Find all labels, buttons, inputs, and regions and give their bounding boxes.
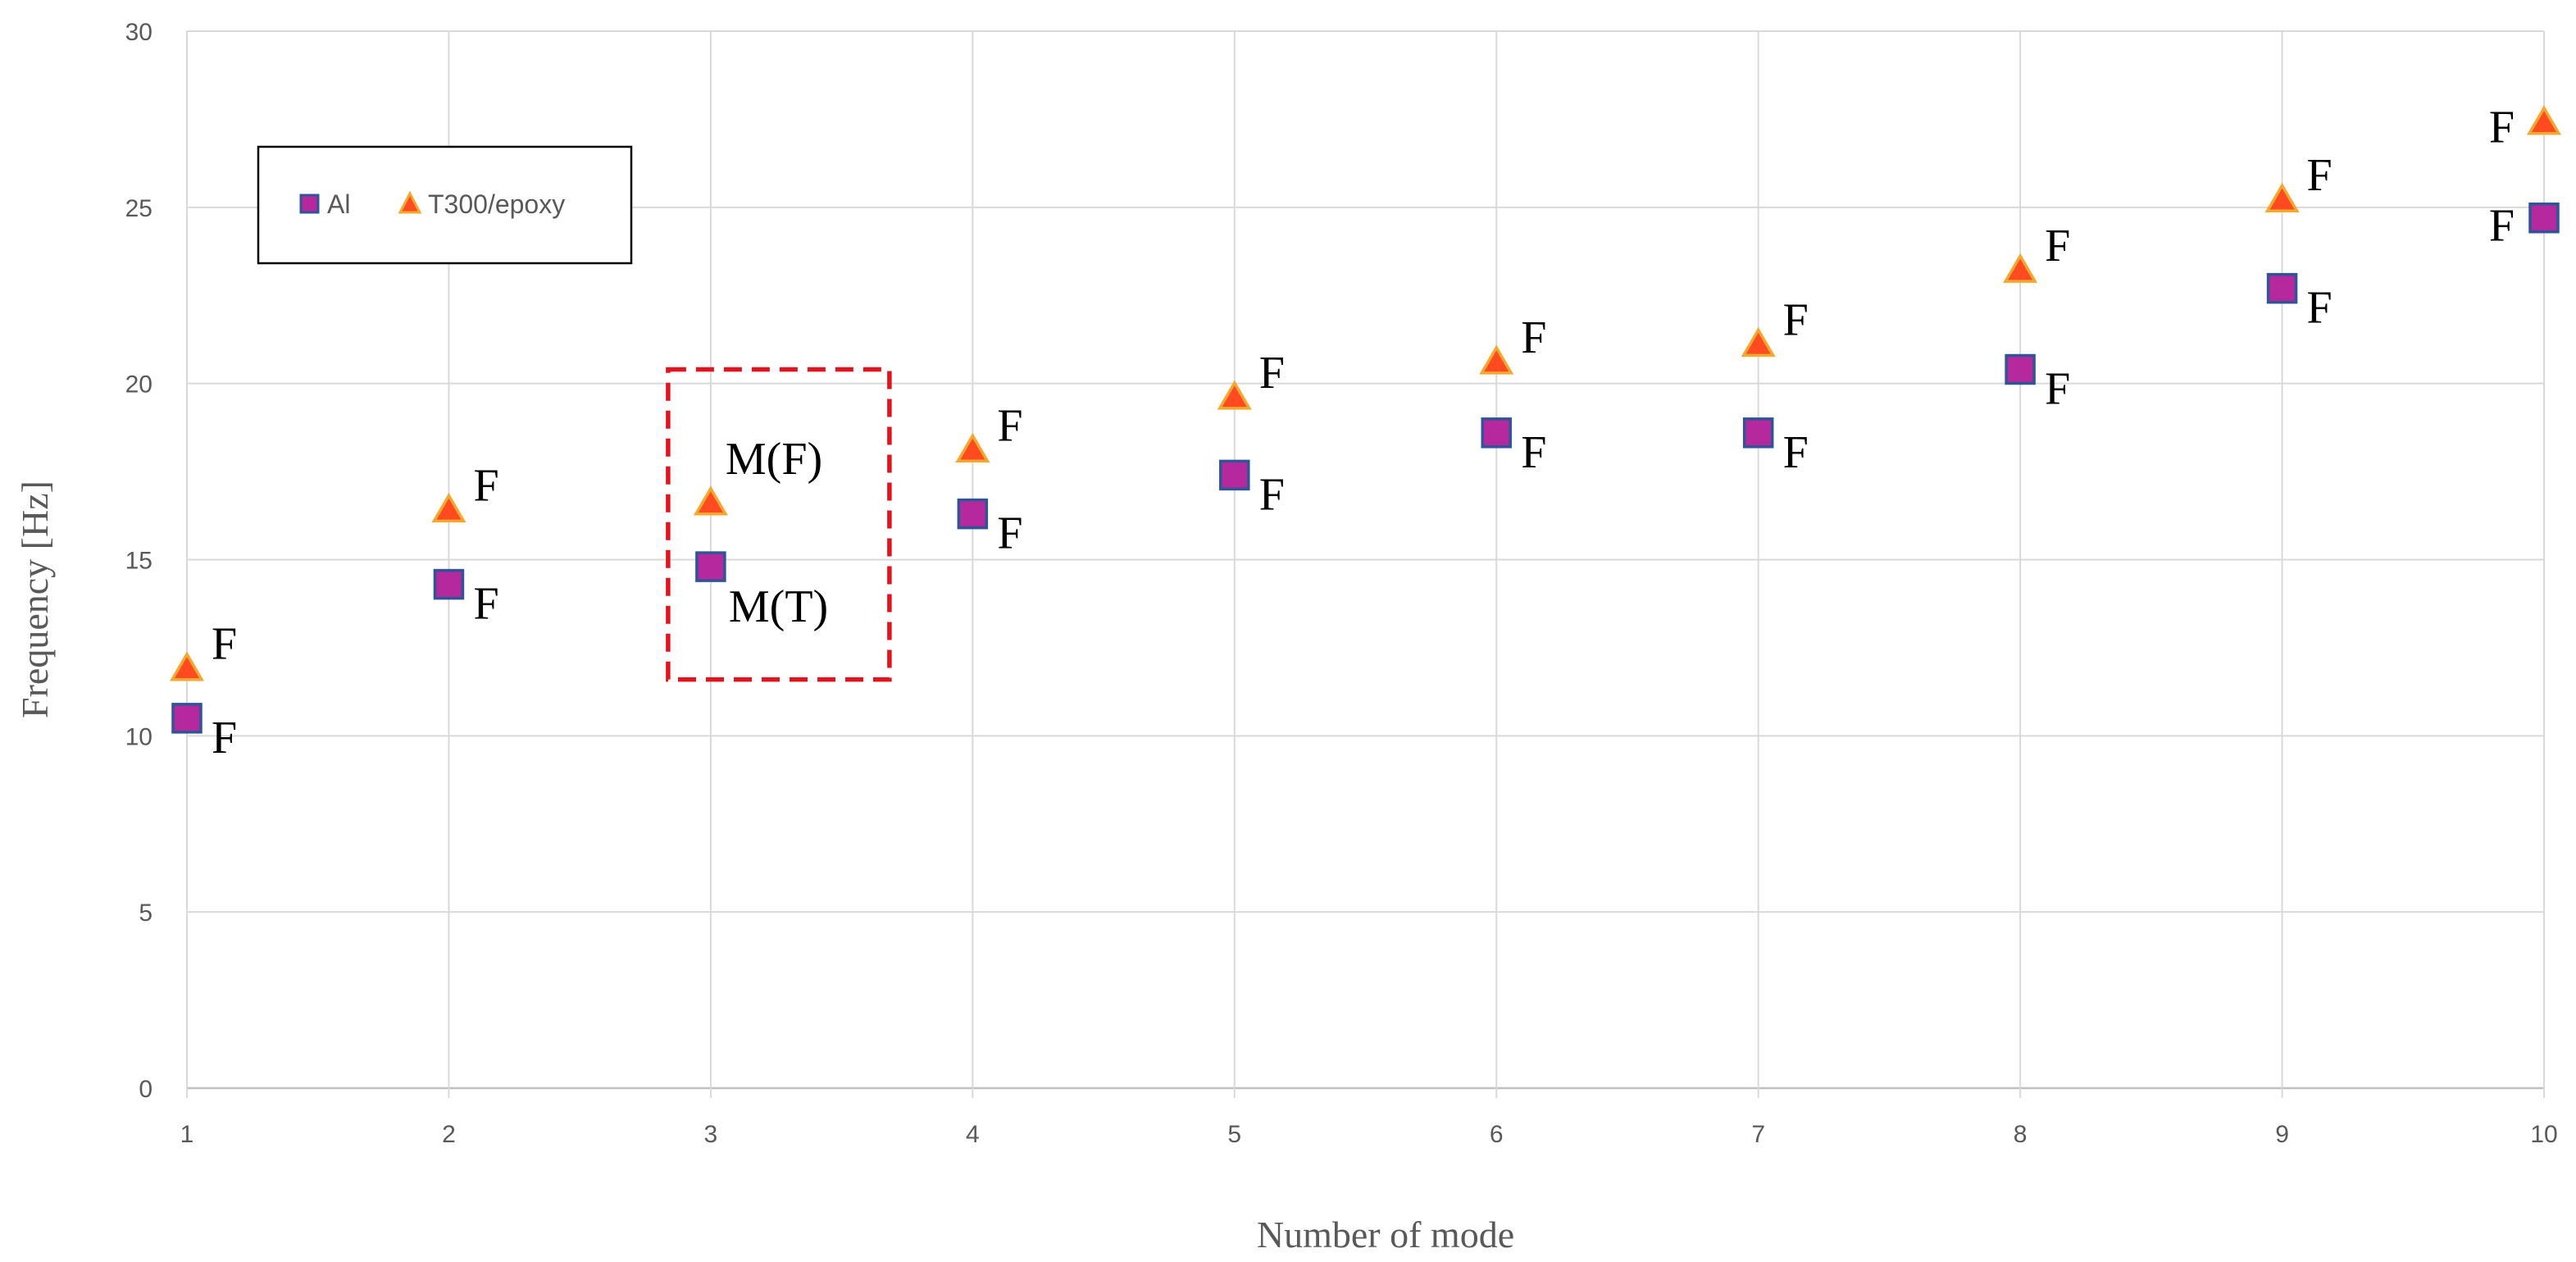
- al-label-3: M(T): [729, 581, 828, 632]
- x-axis-title: Number of mode: [1257, 1214, 1514, 1255]
- highlight-box: [666, 367, 892, 682]
- x-tick-label-0: 1: [180, 1121, 194, 1148]
- x-tick-label-7: 8: [2014, 1121, 2028, 1148]
- al-point-9: [2266, 272, 2298, 304]
- t300-label-5: F: [1259, 348, 1285, 399]
- al-label-5: F: [1259, 469, 1285, 520]
- t300-label-1: F: [212, 619, 237, 670]
- y-tick-label-5: 25: [125, 195, 152, 222]
- y-tick-label-4: 20: [125, 371, 152, 399]
- x-tick-label-4: 5: [1227, 1121, 1241, 1148]
- t300-label-2: F: [473, 460, 498, 511]
- t300-label-7: F: [1783, 294, 1809, 345]
- y-tick-label-1: 5: [139, 900, 152, 927]
- t300-point-10: [2526, 105, 2562, 135]
- legend-label-al: Al: [327, 189, 350, 219]
- t300-label-9: F: [2307, 150, 2333, 201]
- al-point-4: [957, 498, 989, 530]
- highlight-box-group: [666, 367, 892, 682]
- al-point-5: [1219, 459, 1250, 491]
- al-label-8: F: [2045, 363, 2070, 414]
- y-tick-label-3: 15: [125, 548, 152, 575]
- t300-label-10: F: [2489, 103, 2515, 153]
- legend: Al T300/epoxy: [257, 145, 633, 265]
- t300-point-2: [431, 492, 467, 523]
- y-axis-ticks: 0 5 10 15 20 25 30: [125, 19, 152, 1103]
- y-tick-label-6: 30: [125, 19, 152, 46]
- x-tick-label-5: 6: [1490, 1121, 1504, 1148]
- x-tick-label-8: 9: [2275, 1121, 2289, 1148]
- x-tick-label-3: 4: [966, 1121, 980, 1148]
- t300-point-6: [1479, 344, 1514, 375]
- t300-point-5: [1217, 380, 1252, 410]
- al-label-2: F: [473, 579, 498, 630]
- x-tick-label-9: 10: [2530, 1121, 2557, 1148]
- t300-point-7: [1741, 326, 1776, 358]
- al-point-10: [2528, 202, 2560, 234]
- x-tick-label-6: 7: [1751, 1121, 1765, 1148]
- al-point-1: [171, 703, 203, 734]
- y-axis-title: Frequency [Hz]: [14, 481, 56, 718]
- y-tick-label-0: 0: [139, 1076, 152, 1103]
- al-point-3: [695, 551, 726, 582]
- t300-point-1: [169, 651, 205, 681]
- al-label-7: F: [1783, 427, 1809, 478]
- legend-box: [257, 145, 633, 265]
- data-marks: [169, 105, 2562, 734]
- y-tick-label-2: 10: [125, 723, 152, 750]
- al-point-2: [433, 568, 465, 600]
- legend-label-t300-epoxy: T300/epoxy: [428, 189, 565, 219]
- al-point-8: [2005, 353, 2036, 385]
- t300-point-8: [2003, 253, 2038, 283]
- al-label-6: F: [1521, 427, 1546, 478]
- x-tick-label-2: 3: [704, 1121, 718, 1148]
- t300-label-3: M(F): [726, 434, 822, 485]
- al-label-10: F: [2489, 201, 2515, 252]
- al-label-1: F: [212, 713, 237, 763]
- t300-label-8: F: [2045, 221, 2070, 271]
- t300-point-3: [693, 485, 728, 516]
- al-point-6: [1481, 417, 1512, 449]
- legend-marker-al: [299, 194, 320, 214]
- al-label-4: F: [997, 508, 1022, 559]
- x-axis-ticks: 1 2 3 4 5 6 7 8 9 10: [180, 1121, 2558, 1148]
- t300-label-6: F: [1521, 312, 1546, 363]
- t300-label-4: F: [997, 400, 1022, 451]
- al-label-9: F: [2307, 283, 2333, 334]
- legend-marker-t300-epoxy: [398, 190, 422, 214]
- x-tick-label-1: 2: [442, 1121, 456, 1148]
- t300-point-4: [955, 432, 990, 463]
- t300-point-9: [2264, 182, 2300, 212]
- al-point-7: [1742, 417, 1774, 449]
